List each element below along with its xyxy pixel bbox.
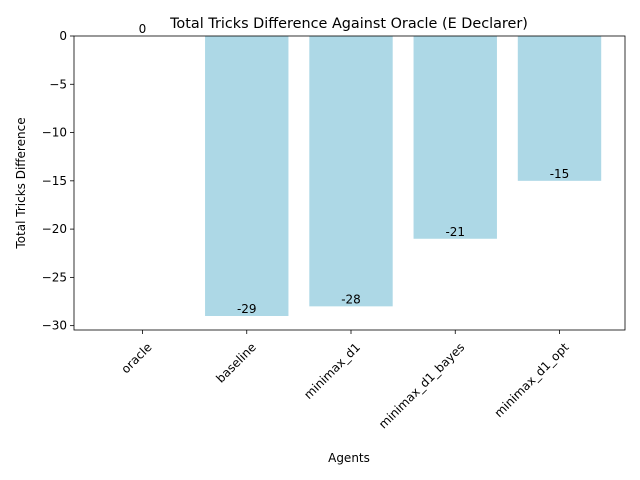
data-label-oracle: 0 xyxy=(139,22,147,36)
x-tick-label-minimax_d1: minimax_d1 xyxy=(301,340,363,402)
x-tick-label-baseline: baseline xyxy=(213,340,258,385)
y-tick-label: −10 xyxy=(42,126,67,140)
x-tick-label-oracle: oracle xyxy=(119,340,155,376)
y-axis-ticks: 0 −5 −10 −15 −20 −25 −30 xyxy=(42,29,74,333)
x-tick-label-minimax_d1_bayes: minimax_d1_bayes xyxy=(376,340,467,431)
y-tick-label: −25 xyxy=(42,270,67,284)
y-tick-label: −15 xyxy=(42,174,67,188)
bars-group xyxy=(205,36,602,316)
bar-minimax_d1_bayes xyxy=(413,36,497,239)
plot-frame xyxy=(73,35,626,331)
data-label-minimax_d1: -28 xyxy=(341,292,361,306)
bar-minimax_d1 xyxy=(309,36,393,307)
y-tick-label: −30 xyxy=(42,319,67,333)
x-tick-label-minimax_d1_opt: minimax_d1_opt xyxy=(492,340,572,420)
y-tick-label: 0 xyxy=(59,29,67,43)
x-axis-ticks: oracle baseline minimax_d1 minimax_d1_bayes… xyxy=(119,330,572,431)
data-label-baseline: -29 xyxy=(237,302,257,316)
data-label-minimax_d1_opt: -15 xyxy=(550,167,570,181)
bar-baseline xyxy=(205,36,289,316)
chart-title: Total Tricks Difference Against Oracle (… xyxy=(169,16,528,32)
x-axis-label: Agents xyxy=(328,451,370,465)
bar-minimax_d1_opt xyxy=(517,36,602,181)
data-labels-group: 0 -29 -28 -21 -15 xyxy=(139,22,570,316)
y-tick-label: −5 xyxy=(49,77,67,91)
y-tick-label: −20 xyxy=(42,222,67,236)
y-axis-label: Total Tricks Difference xyxy=(14,117,28,249)
data-label-minimax_d1_bayes: -21 xyxy=(445,225,465,239)
